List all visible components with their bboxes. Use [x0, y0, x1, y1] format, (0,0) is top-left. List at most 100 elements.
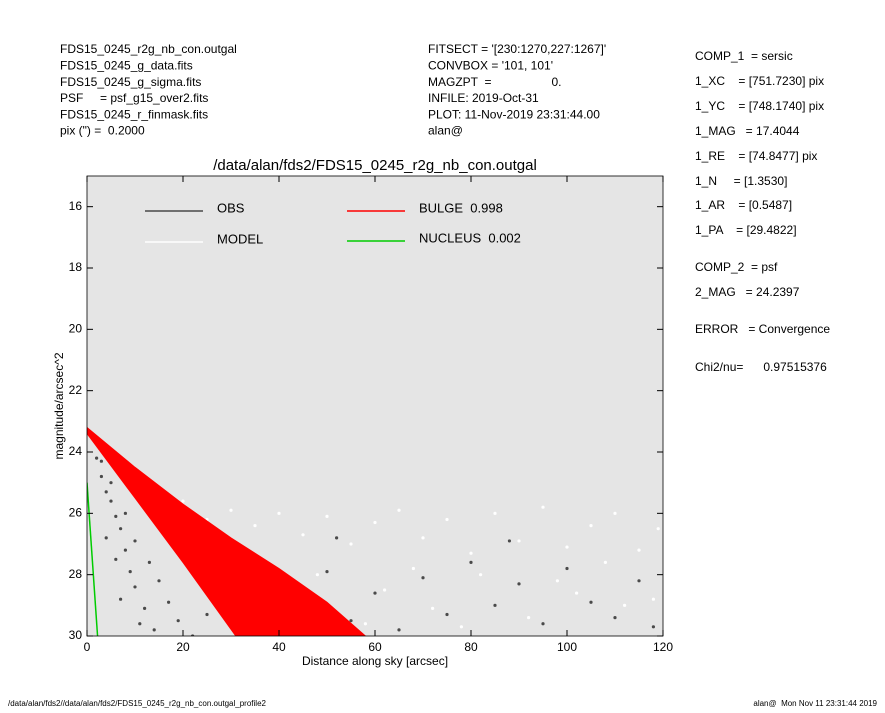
- data-point: [157, 579, 161, 583]
- data-point: [575, 591, 579, 595]
- data-point: [479, 573, 483, 577]
- data-point: [397, 508, 401, 512]
- x-tick-label: 60: [368, 640, 382, 654]
- data-point: [99, 459, 103, 463]
- x-tick-label: 40: [272, 640, 286, 654]
- legend-label: MODEL: [217, 231, 263, 246]
- data-point: [138, 622, 142, 626]
- chart-title: /data/alan/fds2/FDS15_0245_r2g_nb_con.ou…: [213, 157, 537, 174]
- info-middle-line: CONVBOX = '101, 101': [428, 58, 553, 72]
- data-point: [325, 514, 329, 519]
- data-point: [565, 545, 569, 549]
- y-tick-label: 30: [69, 628, 83, 642]
- info-left-line: FDS15_0245_r2g_nb_con.outgal: [60, 42, 237, 56]
- y-tick-label: 24: [69, 444, 83, 458]
- info-right-line: COMP_1 = sersic: [695, 49, 793, 63]
- info-right-line: 1_PA = [29.4822]: [695, 223, 797, 237]
- legend-label: NUCLEUS 0.002: [419, 230, 521, 245]
- x-axis-label: Distance along sky [arcsec]: [302, 654, 448, 668]
- data-point: [109, 499, 113, 503]
- data-point: [651, 597, 656, 601]
- data-point: [253, 524, 257, 528]
- info-right-line: Chi2/nu= 0.97515376: [695, 360, 827, 374]
- data-point: [176, 619, 180, 623]
- y-tick-label: 20: [69, 322, 83, 336]
- y-tick-label: 26: [69, 506, 83, 520]
- data-point: [517, 539, 521, 543]
- data-point: [99, 474, 103, 479]
- data-point: [335, 536, 339, 540]
- info-right-line: 2_MAG = 24.2397: [695, 285, 800, 299]
- data-point: [349, 542, 353, 546]
- data-point: [95, 456, 99, 460]
- data-point: [637, 579, 641, 583]
- data-point: [651, 625, 656, 629]
- info-middle-line: INFILE: 2019-Oct-31: [428, 91, 539, 105]
- bulge-band: [87, 426, 367, 636]
- data-point: [589, 524, 593, 528]
- data-point: [109, 481, 113, 485]
- info-right-line: 1_N = [1.3530]: [695, 174, 787, 188]
- data-point: [114, 557, 118, 561]
- data-point: [555, 579, 560, 583]
- legend-label: BULGE 0.998: [419, 200, 503, 215]
- footer-left: /data/alan/fds2//data/alan/fds2/FDS15_02…: [8, 699, 267, 708]
- data-point: [133, 585, 137, 589]
- model-line: [87, 482, 99, 636]
- data-point: [517, 582, 521, 586]
- data-point: [181, 499, 185, 503]
- data-point: [421, 576, 425, 580]
- data-point: [152, 628, 156, 632]
- data-point: [104, 490, 108, 494]
- y-tick-label: 22: [69, 383, 83, 397]
- data-point: [373, 591, 377, 595]
- data-point: [143, 606, 147, 611]
- y-tick-label: 16: [69, 199, 83, 213]
- data-point: [637, 548, 641, 552]
- data-point: [589, 600, 593, 604]
- info-right-line: 1_RE = [74.8477] pix: [695, 149, 817, 163]
- data-point: [205, 612, 209, 617]
- y-tick-label: 28: [69, 567, 83, 581]
- data-point: [363, 622, 367, 626]
- data-point: [421, 536, 425, 540]
- info-right-line: 1_MAG = 17.4044: [695, 124, 800, 138]
- info-left-line: FDS15_0245_g_sigma.fits: [60, 75, 201, 89]
- info-middle-line: FITSECT = '[230:1270,227:1267]': [428, 42, 606, 56]
- data-point: [397, 628, 401, 632]
- data-point: [541, 622, 545, 626]
- info-right-line: 1_XC = [751.7230] pix: [695, 74, 824, 88]
- data-point: [167, 600, 171, 604]
- legend-label: OBS: [217, 200, 245, 215]
- data-point: [128, 570, 132, 574]
- data-point: [656, 527, 660, 531]
- data-point: [613, 511, 617, 515]
- data-point: [541, 505, 545, 509]
- data-point: [445, 612, 449, 617]
- data-point: [493, 603, 497, 607]
- info-middle-line: PLOT: 11-Nov-2019 23:31:44.00: [428, 107, 600, 121]
- data-point: [373, 520, 377, 525]
- data-point: [469, 560, 473, 565]
- y-tick-label: 18: [69, 260, 83, 274]
- x-tick-label: 0: [84, 640, 91, 654]
- info-middle-line: alan@: [428, 124, 463, 138]
- data-point: [119, 597, 123, 601]
- y-axis-label: magnitude/arcsec^2: [52, 352, 66, 459]
- data-point: [469, 551, 473, 555]
- data-point: [114, 514, 118, 519]
- data-point: [147, 560, 151, 565]
- data-point: [277, 511, 281, 515]
- info-right-line: COMP_2 = psf: [695, 260, 778, 274]
- info-left-line: PSF = psf_g15_over2.fits: [60, 91, 208, 105]
- info-left-line: pix (") = 0.2000: [60, 124, 145, 138]
- data-point: [315, 573, 319, 577]
- data-point: [123, 548, 127, 552]
- x-tick-label: 120: [653, 640, 673, 654]
- plot-background: [87, 176, 663, 636]
- data-point: [411, 566, 415, 571]
- data-point: [623, 603, 627, 607]
- plot-area: [87, 426, 660, 636]
- data-point: [229, 508, 233, 512]
- data-point: [104, 536, 108, 540]
